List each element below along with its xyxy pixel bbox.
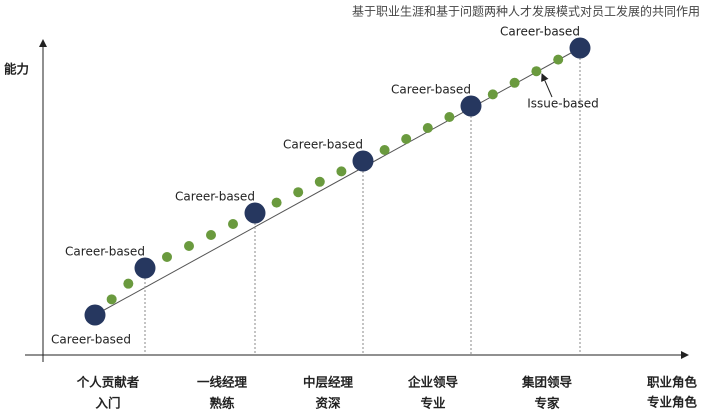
x-axis-label: 专业角色 — [647, 395, 698, 410]
node-label: Career-based — [500, 25, 580, 39]
issue-dot — [379, 145, 390, 155]
title: 基于职业生涯和基于问题两种人才发展模式对员工发展的共同作用 — [352, 4, 700, 19]
issue-dot — [553, 54, 564, 65]
node-label: Career-based — [175, 190, 255, 204]
career-node — [460, 95, 482, 117]
stage-label: 企业领导 — [407, 375, 459, 390]
issue-dot — [106, 294, 117, 305]
career-node — [84, 304, 106, 326]
stage-label: 中层经理 — [303, 375, 354, 390]
issue-dot — [336, 166, 347, 177]
node-label: Career-based — [65, 245, 145, 259]
issue-dot — [401, 134, 412, 144]
x-axis-label: 职业角色 — [647, 375, 698, 390]
issue-dot — [444, 112, 455, 122]
stage-label: 一线经理 — [197, 375, 248, 390]
stage-label: 集团领导 — [521, 375, 573, 390]
stage-label: 资深 — [315, 396, 341, 411]
annotation: Issue-based — [527, 97, 599, 111]
issue-dot — [206, 230, 216, 240]
node-label: Career-based — [51, 333, 131, 347]
issue-dot — [228, 219, 238, 229]
issue-dot — [487, 89, 498, 100]
y-axis-label: 能力 — [4, 62, 29, 77]
trend-line — [94, 47, 581, 316]
issue-dot — [314, 176, 325, 187]
stage-label: 专业 — [420, 396, 446, 411]
career-node — [134, 257, 156, 279]
career-node — [352, 150, 374, 172]
issue-dot — [271, 197, 282, 208]
career-node — [569, 37, 591, 59]
issue-dot — [123, 278, 134, 289]
annotation-arrow — [541, 73, 553, 98]
issue-dot — [509, 77, 520, 88]
issue-dot — [422, 123, 433, 133]
node-label: Career-based — [283, 138, 363, 152]
node-label: Career-based — [391, 83, 471, 97]
stage-label: 专家 — [534, 396, 560, 411]
stage-label: 个人贡献者 — [76, 375, 140, 390]
stage-label: 熟练 — [209, 396, 235, 411]
career-node — [244, 202, 266, 224]
issue-dot — [293, 187, 304, 198]
stage-label: 入门 — [95, 396, 120, 411]
issue-dot — [184, 241, 194, 251]
issue-dot — [162, 252, 172, 262]
issue-dot — [531, 66, 542, 77]
